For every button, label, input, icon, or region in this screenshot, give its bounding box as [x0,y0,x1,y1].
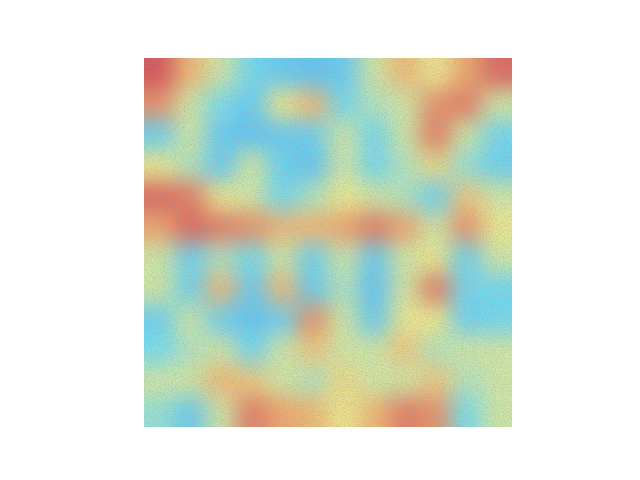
chart [0,0,640,480]
heatmap [144,58,512,427]
texture [144,58,512,427]
plot-area [144,58,512,427]
